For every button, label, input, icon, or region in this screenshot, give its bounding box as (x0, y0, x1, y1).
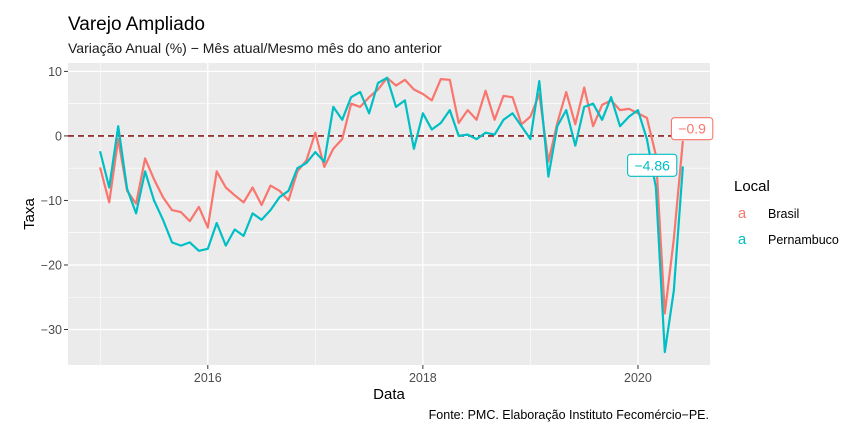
legend-key-pernambuco: a (738, 231, 747, 248)
legend-title: Local (734, 178, 770, 195)
y-axis-label: Taxa (21, 198, 38, 230)
y-tick-label: −30 (41, 323, 62, 337)
chart-caption: Fonte: PMC. Elaboração Instituto Fecomér… (429, 408, 709, 422)
end-label-brasil: −0.9 (678, 121, 706, 137)
major-gridlines (68, 63, 710, 365)
plot-panel (68, 63, 710, 365)
minor-gridlines (68, 63, 710, 365)
x-tick-label: 2016 (194, 371, 222, 385)
y-axis: 10 0 −10 −20 −30 (41, 65, 68, 337)
x-tick-label: 2020 (624, 371, 652, 385)
x-tick-label: 2018 (409, 371, 437, 385)
x-axis-label: Data (373, 386, 405, 403)
y-tick-label: 0 (55, 129, 62, 143)
y-tick-label: −10 (41, 194, 62, 208)
chart-subtitle: Variação Anual (%) − Mês atual/Mesmo mês… (68, 40, 442, 56)
legend-label-brasil: Brasil (768, 207, 799, 221)
end-label-box (627, 153, 678, 177)
end-label-box (670, 117, 714, 141)
series-lines (99, 76, 684, 354)
y-tick-label: 10 (48, 65, 62, 79)
end-label-pernambuco: −4.86 (634, 157, 670, 173)
chart-title: Varejo Ampliado (68, 14, 205, 35)
x-axis: 2016 2018 2020 (194, 365, 652, 385)
series-line-brasil (99, 76, 684, 315)
legend: Local a Brasil a Pernambuco (734, 178, 839, 248)
legend-label-pernambuco: Pernambuco (768, 233, 839, 247)
series-line-pernambuco (99, 76, 684, 354)
legend-key-brasil: a (738, 205, 747, 222)
y-tick-label: −20 (41, 258, 62, 272)
end-labels: −0.9 −4.86 (627, 117, 714, 177)
